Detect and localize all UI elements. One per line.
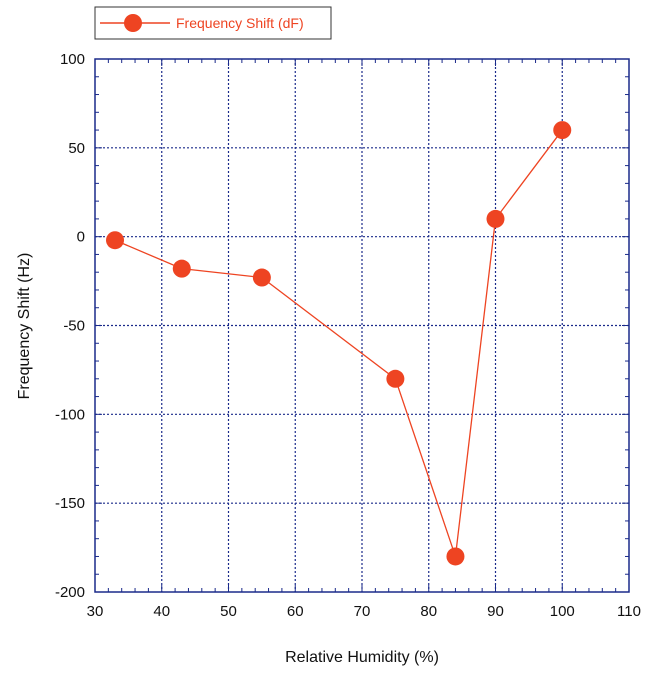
data-point bbox=[486, 209, 505, 228]
x-tick-label: 80 bbox=[420, 603, 437, 620]
y-tick-label: -200 bbox=[55, 584, 85, 601]
x-axis-tick-labels: 30 40 50 60 70 80 90 100 110 bbox=[87, 603, 641, 620]
data-point bbox=[252, 268, 271, 287]
y-tick-label: -100 bbox=[55, 406, 85, 423]
legend-marker bbox=[124, 14, 142, 32]
x-axis-label: Relative Humidity (%) bbox=[285, 649, 439, 666]
data-point bbox=[386, 369, 405, 388]
x-tick-label: 50 bbox=[220, 603, 237, 620]
grid bbox=[95, 59, 629, 592]
legend-label: Frequency Shift (dF) bbox=[176, 15, 304, 31]
data-point bbox=[446, 547, 465, 566]
x-tick-label: 100 bbox=[550, 603, 575, 620]
x-tick-label: 70 bbox=[354, 603, 371, 620]
axis-ticks bbox=[94, 58, 630, 593]
legend: Frequency Shift (dF) bbox=[94, 6, 332, 40]
y-axis-tick-labels: -200 -150 -100 -50 0 50 100 bbox=[55, 51, 85, 601]
data-point bbox=[106, 231, 125, 250]
x-tick-label: 40 bbox=[153, 603, 170, 620]
x-tick-label: 60 bbox=[287, 603, 304, 620]
y-tick-label: -50 bbox=[63, 318, 85, 335]
x-tick-label: 30 bbox=[87, 603, 104, 620]
y-tick-label: 100 bbox=[60, 51, 85, 68]
data-point bbox=[172, 259, 191, 278]
x-tick-label: 110 bbox=[617, 603, 641, 620]
y-axis-label: Frequency Shift (Hz) bbox=[16, 253, 33, 400]
x-tick-label: 90 bbox=[487, 603, 504, 620]
series-group bbox=[106, 121, 572, 566]
data-point bbox=[553, 121, 572, 140]
y-tick-label: 50 bbox=[68, 140, 85, 157]
y-tick-label: -150 bbox=[55, 495, 85, 512]
y-tick-label: 0 bbox=[77, 229, 85, 246]
